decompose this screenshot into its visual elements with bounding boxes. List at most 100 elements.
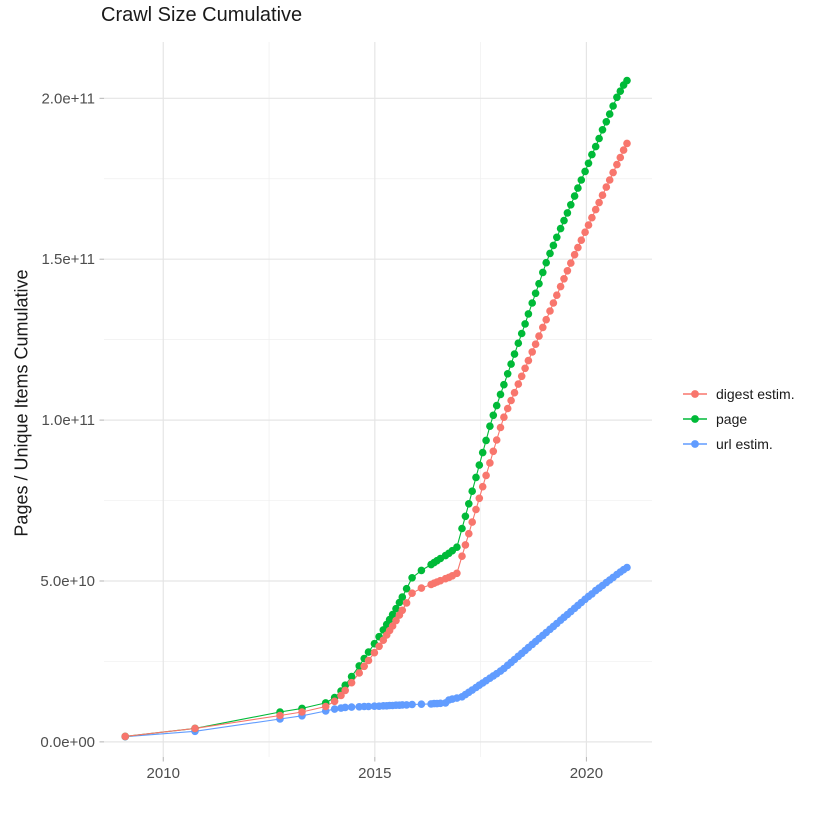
data-point [524,310,533,318]
data-point [528,348,536,356]
data-point [584,159,593,168]
data-point [546,249,554,258]
data-point [458,552,466,560]
data-point [408,574,416,582]
data-point [514,380,523,388]
data-point [330,697,339,706]
data-point [581,228,589,236]
data-point [392,604,400,613]
data-point [584,221,593,229]
data-point [567,259,575,267]
series-points-digest-estim [121,139,631,741]
data-point [496,423,505,432]
data-point [402,701,411,709]
data-point [388,622,397,630]
data-point [553,233,561,242]
svg-text:1.0e+11: 1.0e+11 [41,412,95,429]
data-point [492,436,501,444]
data-point [482,471,490,480]
data-point [408,589,416,597]
data-point [535,332,543,340]
data-point [461,541,470,549]
data-point [417,700,426,708]
data-point [298,708,306,716]
data-point [347,703,356,711]
data-point [574,184,582,192]
data-point [521,364,529,373]
data-point [507,360,515,368]
data-point [539,268,547,277]
data-point [623,139,631,148]
data-point [591,205,600,214]
data-point [517,372,526,381]
data-point [398,593,407,601]
data-point [549,299,558,307]
data-point [577,236,586,244]
svg-text:0.0e+00: 0.0e+00 [40,734,95,751]
data-point [388,610,397,619]
data-point [563,267,572,275]
data-point [528,299,536,307]
data-point [514,339,523,348]
data-point [465,529,473,538]
data-point [486,459,494,467]
data-point [500,380,508,389]
data-point [465,500,473,508]
data-point [605,110,614,118]
data-point [276,711,284,720]
data-point [478,448,487,457]
legend: digest estim. page url estim. [682,381,795,456]
data-point [375,642,383,651]
data-point [556,224,565,233]
legend-item-label: page [716,410,748,427]
data-point [458,524,466,533]
data-point [482,436,490,445]
data-point [613,160,621,169]
data-point [613,93,621,102]
data-point [605,176,614,184]
data-point [570,250,579,259]
data-point [560,216,568,225]
data-point [402,599,411,607]
data-point [364,702,373,711]
data-point [602,118,611,126]
data-point [595,198,603,207]
legend-item-url-estim: url estim. [682,431,795,456]
data-point [549,241,558,250]
data-point [588,213,596,222]
data-point [341,681,350,689]
series-points-url-estim [121,563,631,741]
svg-text:1.5e+11: 1.5e+11 [41,251,95,268]
data-point [503,404,512,413]
svg-text:5.0e+10: 5.0e+10 [40,573,95,590]
data-point [507,396,515,405]
data-point [468,487,477,496]
data-point [616,153,625,162]
data-point [588,150,596,159]
series-points-page [121,76,631,741]
legend-item-label: url estim. [716,435,773,452]
data-point [341,686,350,695]
svg-text:2010: 2010 [147,765,180,782]
data-point [556,282,565,291]
data-point [360,662,369,671]
data-point [609,168,617,177]
data-point [510,350,519,358]
data-point [539,323,547,332]
data-point [408,700,416,709]
data-point [591,142,600,151]
data-point [524,356,533,365]
data-point [472,505,480,514]
data-point [517,329,526,338]
data-point [581,167,589,176]
data-point [496,390,505,399]
data-point [341,703,350,712]
data-point [553,291,561,300]
data-point [500,413,508,422]
data-point [560,275,568,283]
data-point [392,616,400,625]
legend-key-icon [683,439,707,448]
data-point [486,422,494,431]
